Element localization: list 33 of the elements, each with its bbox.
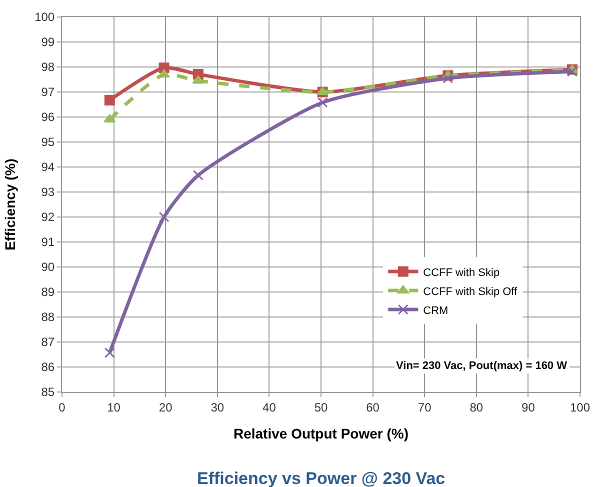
y-tick-label: 92: [41, 210, 55, 224]
x-tick-label: 10: [107, 400, 121, 414]
x-tick-label: 20: [158, 400, 173, 414]
x-tick-label: 0: [58, 400, 66, 414]
x-tick-label: 40: [262, 400, 276, 414]
x-tick-label: 30: [210, 400, 224, 414]
y-tick-label: 93: [41, 185, 55, 200]
y-tick-label: 95: [41, 135, 55, 150]
y-tick-label: 89: [41, 285, 55, 300]
y-tick-label: 85: [41, 385, 55, 400]
x-tick-label: 100: [570, 400, 590, 414]
y-tick-label: 98: [41, 60, 55, 74]
legend-label: CCFF with Skip Off: [423, 286, 518, 298]
y-tick-label: 87: [41, 335, 55, 350]
x-tick-label: 80: [470, 400, 484, 414]
y-tick-label: 86: [41, 360, 55, 374]
y-tick-label: 94: [41, 160, 55, 174]
y-tick-label: 99: [41, 35, 55, 50]
x-tick-label: 90: [522, 400, 536, 414]
y-axis-title: Efficiency (%): [2, 158, 18, 250]
y-tick-label: 88: [41, 310, 55, 324]
y-tick-label: 100: [34, 10, 55, 24]
y-tick-label: 97: [41, 85, 55, 100]
y-tick-label: 96: [41, 110, 55, 124]
annotation: Vin= 230 Vac, Pout(max) = 160 W: [396, 360, 568, 372]
y-tick-label: 90: [41, 260, 55, 274]
legend-label: CRM: [423, 304, 448, 317]
y-tick-label: 91: [41, 235, 55, 250]
x-tick-label: 60: [366, 400, 380, 414]
x-axis-title: Relative Output Power (%): [233, 426, 409, 442]
legend-label: CCFF with Skip: [423, 266, 500, 279]
x-tick-label: 50: [314, 400, 328, 414]
x-tick-label: 70: [418, 400, 432, 414]
